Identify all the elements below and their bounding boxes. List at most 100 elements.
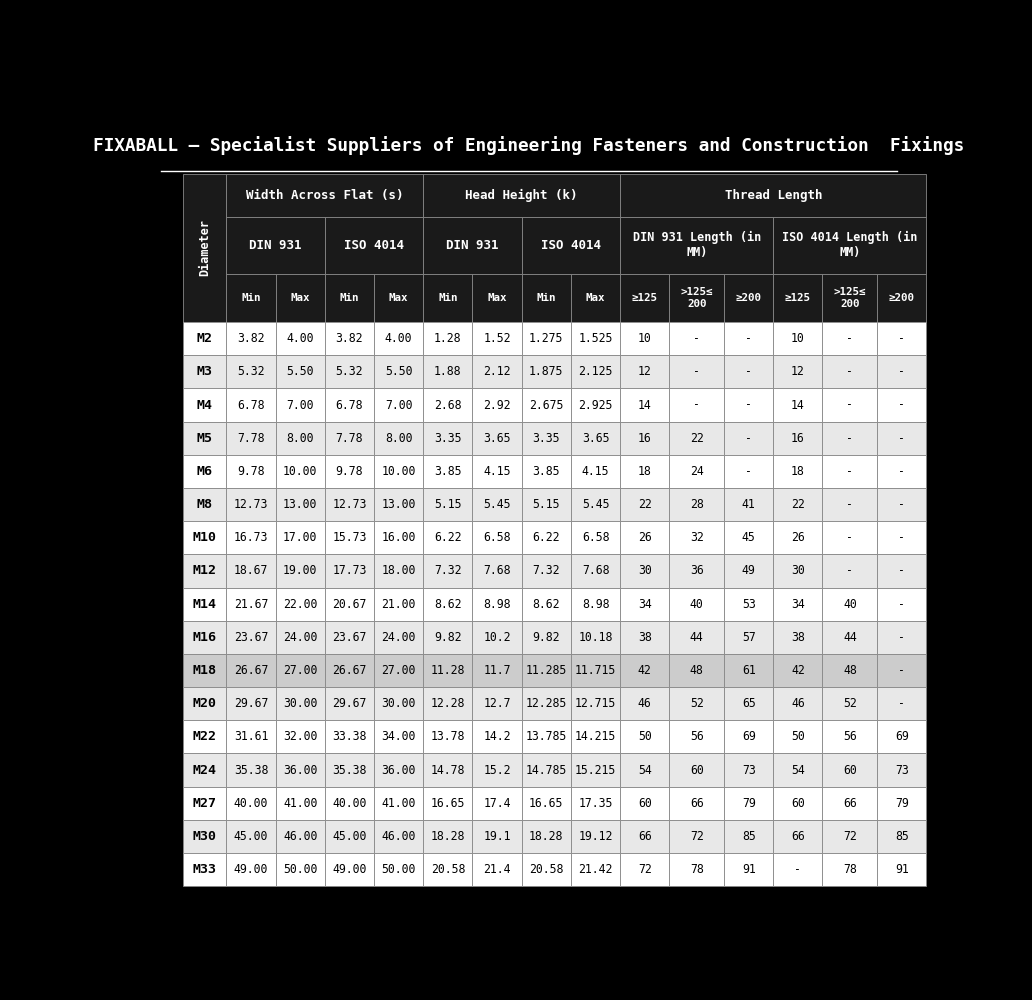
Text: 42: 42 [638, 664, 651, 677]
Text: M5: M5 [197, 432, 213, 445]
Bar [522, 355, 571, 388]
Text: 32.00: 32.00 [283, 730, 318, 743]
Bar [670, 787, 724, 820]
Text: 72: 72 [689, 830, 704, 843]
Bar [773, 787, 823, 820]
Text: -: - [898, 697, 905, 710]
Text: >125≤
200: >125≤ 200 [834, 287, 866, 309]
Bar [670, 654, 724, 687]
Bar [522, 753, 571, 787]
Text: -: - [846, 432, 853, 445]
Bar [374, 853, 423, 886]
Bar [724, 322, 773, 355]
Bar [522, 388, 571, 422]
Bar [423, 820, 473, 853]
Bar [620, 787, 670, 820]
Bar [724, 488, 773, 521]
Bar [620, 488, 670, 521]
Text: -: - [694, 365, 700, 378]
Bar [823, 274, 877, 322]
Text: 26.67: 26.67 [234, 664, 268, 677]
Text: 18.00: 18.00 [382, 564, 416, 577]
Text: M16: M16 [193, 631, 217, 644]
Bar [423, 787, 473, 820]
Bar [184, 355, 226, 388]
Text: 2.925: 2.925 [578, 399, 613, 412]
Bar [423, 621, 473, 654]
Bar [184, 521, 226, 554]
Text: 24.00: 24.00 [382, 631, 416, 644]
Text: M27: M27 [193, 797, 217, 810]
Text: M8: M8 [197, 498, 213, 511]
Text: 8.00: 8.00 [385, 432, 413, 445]
Bar [823, 853, 877, 886]
Text: 12.73: 12.73 [332, 498, 366, 511]
Text: 72: 72 [638, 863, 651, 876]
Bar [724, 521, 773, 554]
Bar [325, 853, 374, 886]
Bar [184, 853, 226, 886]
Bar [823, 621, 877, 654]
Bar [522, 820, 571, 853]
Text: 22.00: 22.00 [283, 598, 318, 611]
Bar [724, 753, 773, 787]
Bar [184, 621, 226, 654]
Text: 50: 50 [638, 730, 651, 743]
Bar [226, 274, 276, 322]
Text: 60: 60 [843, 764, 857, 777]
Bar [325, 654, 374, 687]
Bar [276, 654, 325, 687]
Bar [226, 588, 276, 621]
Text: 2.68: 2.68 [434, 399, 461, 412]
Bar [423, 687, 473, 720]
Bar [670, 355, 724, 388]
Text: 18.67: 18.67 [234, 564, 268, 577]
Text: M20: M20 [193, 697, 217, 710]
Bar [473, 720, 522, 753]
Bar [325, 521, 374, 554]
Bar [724, 687, 773, 720]
Text: 24.00: 24.00 [283, 631, 318, 644]
Bar [823, 322, 877, 355]
Text: 1.52: 1.52 [483, 332, 511, 345]
Text: 57: 57 [742, 631, 755, 644]
Text: 54: 54 [791, 764, 805, 777]
Text: -: - [795, 863, 801, 876]
Text: 7.32: 7.32 [533, 564, 560, 577]
Bar [423, 554, 473, 588]
Text: 9.78: 9.78 [237, 465, 265, 478]
Bar [226, 621, 276, 654]
Text: 79: 79 [895, 797, 908, 810]
Text: 14.78: 14.78 [430, 764, 465, 777]
Bar [877, 853, 927, 886]
Bar [522, 687, 571, 720]
Text: 46: 46 [791, 697, 805, 710]
Bar [184, 488, 226, 521]
Bar [823, 388, 877, 422]
Text: 46.00: 46.00 [382, 830, 416, 843]
Bar [620, 274, 670, 322]
Bar [877, 388, 927, 422]
Text: 66: 66 [638, 830, 651, 843]
Text: 36.00: 36.00 [382, 764, 416, 777]
Bar [877, 753, 927, 787]
Bar [670, 621, 724, 654]
Bar [374, 388, 423, 422]
Text: 3.85: 3.85 [533, 465, 560, 478]
Text: 29.67: 29.67 [234, 697, 268, 710]
Bar [620, 621, 670, 654]
Bar [374, 687, 423, 720]
Text: -: - [694, 332, 700, 345]
Bar [571, 654, 620, 687]
Text: 78: 78 [689, 863, 704, 876]
Text: Head Height (k): Head Height (k) [465, 189, 578, 202]
Text: M4: M4 [197, 399, 213, 412]
Bar [877, 488, 927, 521]
Text: 24: 24 [689, 465, 704, 478]
Bar [423, 322, 473, 355]
Text: -: - [898, 465, 905, 478]
Bar [473, 388, 522, 422]
Bar [423, 274, 473, 322]
Text: M33: M33 [193, 863, 217, 876]
Text: -: - [846, 465, 853, 478]
